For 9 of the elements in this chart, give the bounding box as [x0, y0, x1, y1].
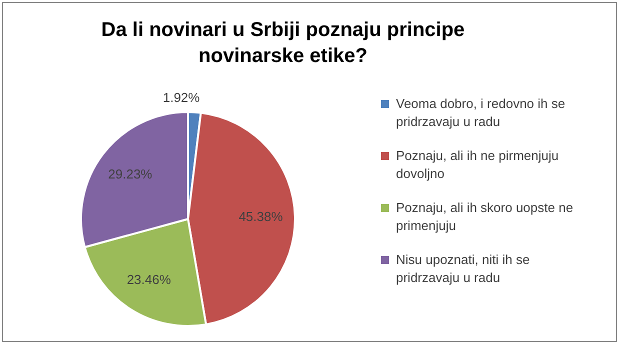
legend-label: Poznaju, ali ih ne pirmenjuju dovoljno	[396, 147, 560, 183]
legend-label: Poznaju, ali ih skoro uopste ne primenjuju	[396, 199, 574, 235]
data-label: 1.92%	[162, 90, 200, 105]
data-label: 45.38%	[238, 208, 284, 224]
data-label: 29.23%	[108, 166, 153, 182]
chart-title: Da li novinari u Srbiji poznaju principe novinarske etike?	[100, 18, 466, 69]
legend-label: Nisu upoznati, niti ih se pridrzavaju u radu	[396, 251, 531, 287]
legend-label: Veoma dobro, i redovno ih se pridrzavaju u radu	[396, 95, 566, 131]
data-label: 23.46%	[126, 272, 172, 287]
